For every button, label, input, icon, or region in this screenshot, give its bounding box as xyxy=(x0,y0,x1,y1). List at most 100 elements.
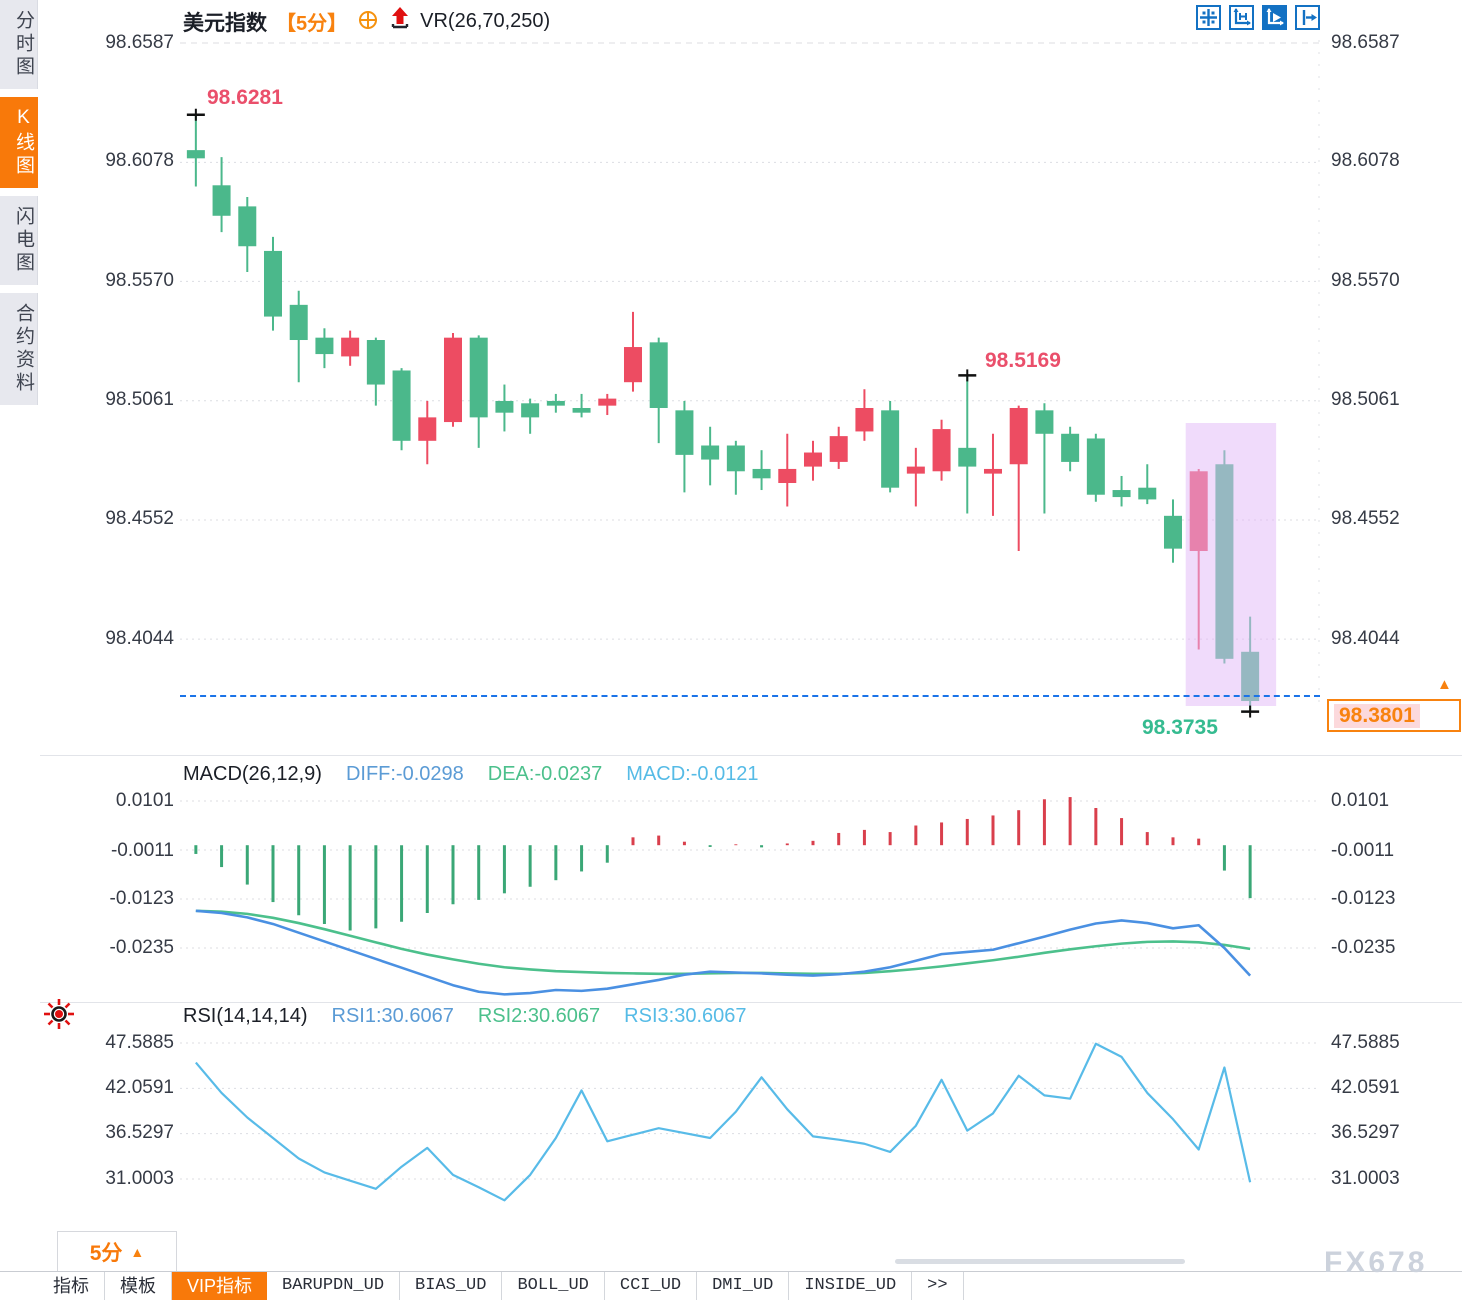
sidebar: 分时图 K线图闪电图合约资料 xyxy=(0,0,40,413)
price-axis-right-label: 98.4044 xyxy=(1331,628,1400,649)
period-tag[interactable]: 【5分】 xyxy=(276,13,348,35)
candle xyxy=(418,417,437,441)
indicator-tabbar: 指标 模板 VIP指标 BARUPDN_UD BIAS_UD BOLL_UD CCI_UD D… xyxy=(0,1271,1462,1300)
low-price-annotation: 98.3735 xyxy=(1142,716,1218,739)
candle xyxy=(263,250,282,317)
price-axis-right-label: -0.0235 xyxy=(1331,937,1396,958)
price-axis-left-label: 98.6078 xyxy=(105,150,174,171)
price-axis-right-label: 42.0591 xyxy=(1331,1077,1400,1098)
footer-tab-1[interactable]: 指标 xyxy=(38,1272,105,1300)
candle xyxy=(1061,433,1080,462)
axis-range-icon[interactable] xyxy=(1229,5,1254,30)
rsi2-value: RSI2:30.6067 xyxy=(477,1005,601,1027)
candle xyxy=(366,340,385,385)
candle xyxy=(778,468,797,484)
candle xyxy=(932,429,951,472)
rsi1-value: RSI1:30.6067 xyxy=(331,1005,454,1027)
footer-tab-5[interactable]: BIAS_UD xyxy=(400,1272,503,1300)
footer-tab-10[interactable]: >> xyxy=(912,1272,964,1300)
footer-tab-9[interactable]: INSIDE_UD xyxy=(789,1272,913,1300)
macd-chart[interactable] xyxy=(180,790,1320,1002)
price-axis-right-label: 47.5885 xyxy=(1331,1032,1400,1053)
price-axis-left-label: 98.4044 xyxy=(105,628,174,649)
up-arrow-icon[interactable] xyxy=(389,6,411,37)
footer-tab-3[interactable]: VIP指标 xyxy=(172,1272,268,1300)
price-axis-right-label: 98.5570 xyxy=(1331,270,1400,291)
price-axis-left-label: 31.0003 xyxy=(105,1168,174,1189)
price-axis-left-label: 98.5570 xyxy=(105,270,174,291)
rsi-chart[interactable] xyxy=(180,1035,1320,1235)
candle xyxy=(469,337,488,418)
price-axis-left-label: -0.0011 xyxy=(110,840,174,861)
sidebar-item-4[interactable]: 合约资料 xyxy=(0,293,38,405)
candlestick-chart[interactable] xyxy=(180,30,1320,755)
price-axis-left-label: 98.6587 xyxy=(105,32,174,53)
chevron-up-icon: ▲ xyxy=(130,1243,145,1260)
candle xyxy=(443,337,462,423)
candle xyxy=(1086,438,1105,495)
last-price-value: 98.3801 xyxy=(1334,703,1420,728)
candle xyxy=(495,400,514,413)
price-axis-left-label: -0.0235 xyxy=(109,937,174,958)
panel-divider xyxy=(40,1002,1462,1003)
price-axis-right-label: 98.6587 xyxy=(1331,32,1400,53)
price-axis-right-label: 98.6078 xyxy=(1331,150,1400,171)
candle xyxy=(289,304,308,341)
footer-tab-7[interactable]: CCI_UD xyxy=(605,1272,698,1300)
candle xyxy=(881,410,900,488)
price-axis-right-label: 0.0101 xyxy=(1331,790,1390,811)
horizontal-scrollbar[interactable] xyxy=(895,1259,1185,1264)
footer-tab-6[interactable]: BOLL_UD xyxy=(502,1272,605,1300)
candle xyxy=(1009,407,1028,465)
candle xyxy=(752,468,771,479)
sidebar-item-1[interactable]: 分时图 xyxy=(0,0,38,89)
price-axis-left-label: -0.0123 xyxy=(109,888,174,909)
footer-tab-4[interactable]: BARUPDN_UD xyxy=(267,1272,401,1300)
price-axis-right-label: -0.0011 xyxy=(1331,840,1395,861)
candle xyxy=(829,436,848,462)
macd-diff-value: DIFF:-0.0298 xyxy=(345,763,464,785)
candle xyxy=(572,407,591,413)
candle xyxy=(675,410,694,455)
price-axis-right-label: 36.5297 xyxy=(1331,1122,1400,1143)
panel-divider xyxy=(40,755,1462,756)
vr-indicator-label[interactable]: VR(26,70,250) xyxy=(420,10,551,32)
last-price-arrow: ▲ xyxy=(1437,676,1452,693)
chart-toolbar xyxy=(1196,5,1320,30)
price-axis-right-label: 31.0003 xyxy=(1331,1168,1400,1189)
pan-right-icon[interactable] xyxy=(1295,5,1320,30)
macd-macd-value: MACD:-0.0121 xyxy=(626,763,759,785)
candle xyxy=(392,370,411,441)
candle xyxy=(546,400,565,406)
last-price-box: 98.3801 xyxy=(1327,699,1461,732)
price-axis-left-label: 98.4552 xyxy=(105,508,174,529)
crosshair-move-icon[interactable] xyxy=(1196,5,1221,30)
candle xyxy=(598,398,617,406)
footer-tab-2[interactable]: 模板 xyxy=(105,1272,172,1300)
target-add-icon[interactable] xyxy=(356,7,380,36)
high-price-annotation: 98.6281 xyxy=(207,86,283,109)
macd-dea-value: DEA:-0.0237 xyxy=(487,763,603,785)
period-selector[interactable]: 5分 ▲ xyxy=(57,1231,177,1272)
spike-price-annotation: 98.5169 xyxy=(985,349,1061,372)
rsi-header: RSI(14,14,14) RSI1:30.6067 RSI2:30.6067 … xyxy=(183,1005,747,1028)
footer-tab-8[interactable]: DMI_UD xyxy=(697,1272,790,1300)
rsi-title[interactable]: RSI(14,14,14) xyxy=(183,1005,308,1027)
sidebar-item-3[interactable]: 闪电图 xyxy=(0,196,38,285)
axis-play-icon[interactable] xyxy=(1262,5,1287,30)
candle xyxy=(186,150,205,159)
candle xyxy=(906,466,925,474)
macd-header: MACD(26,12,9) DIFF:-0.0298 DEA:-0.0237 M… xyxy=(183,763,759,786)
price-axis-right-label: 98.5061 xyxy=(1331,389,1400,410)
live-burst-icon[interactable] xyxy=(42,997,76,1036)
candle xyxy=(726,445,745,472)
candle xyxy=(649,342,668,408)
watermark: FX678 xyxy=(1324,1246,1428,1279)
price-axis-left-label: 36.5297 xyxy=(105,1122,174,1143)
price-axis-left-label: 42.0591 xyxy=(105,1077,174,1098)
macd-title[interactable]: MACD(26,12,9) xyxy=(183,763,322,785)
sidebar-item-2[interactable]: K线图 xyxy=(0,97,38,188)
candle xyxy=(341,337,360,357)
candle xyxy=(1112,490,1131,498)
candle xyxy=(701,445,720,460)
